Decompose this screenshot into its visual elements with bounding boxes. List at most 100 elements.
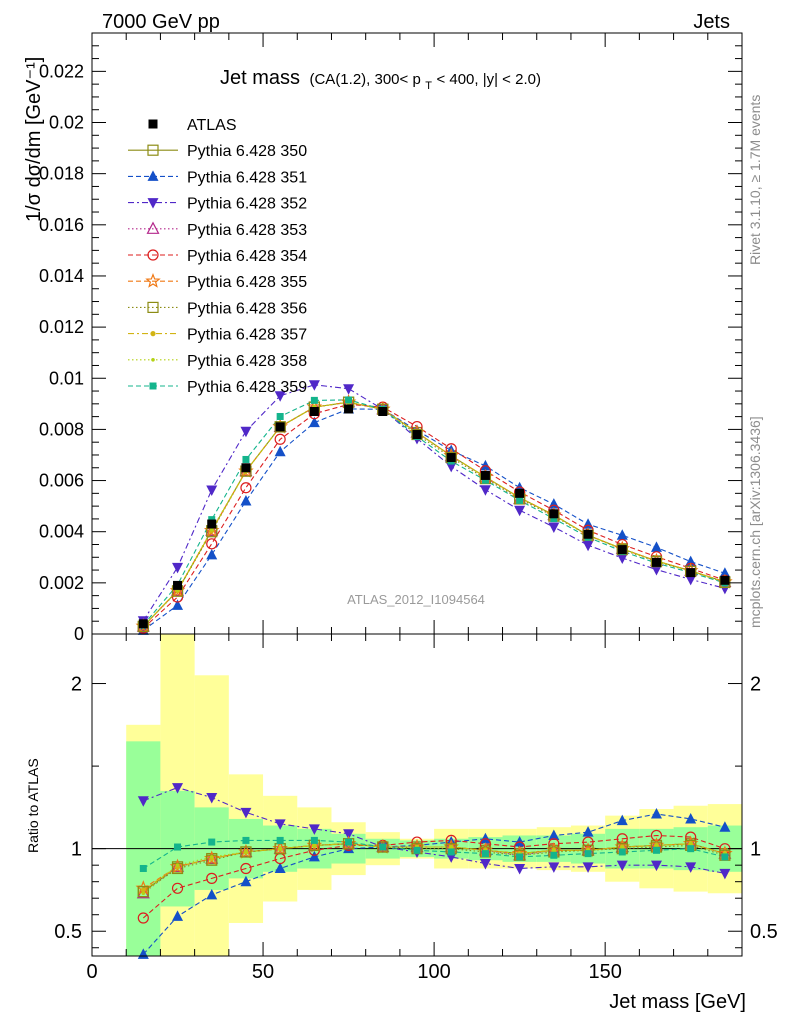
marker — [550, 851, 558, 859]
legend-entry: Pythia 6.428 351 — [128, 169, 307, 186]
marker — [240, 482, 252, 494]
marker — [584, 850, 592, 858]
marker — [548, 862, 560, 873]
legend-label: Pythia 6.428 350 — [187, 143, 307, 160]
x-tick-label: 100 — [417, 961, 450, 983]
y-tick-label: 0 — [74, 624, 84, 644]
marker — [582, 836, 594, 848]
marker — [208, 838, 216, 846]
series-ratio-line — [142, 843, 726, 894]
marker — [343, 829, 355, 840]
marker — [138, 619, 148, 629]
marker — [719, 821, 731, 832]
marker — [378, 407, 388, 417]
marker — [379, 843, 387, 851]
marker — [549, 509, 559, 519]
y-axis-label-ratio: Ratio to ATLAS — [25, 758, 41, 853]
marker — [479, 859, 491, 870]
marker — [278, 846, 282, 851]
title-details-sub: T — [425, 80, 432, 92]
marker — [205, 523, 219, 536]
legend-label: Pythia 6.428 354 — [187, 248, 307, 265]
marker — [548, 522, 560, 534]
series-line — [142, 401, 726, 627]
legend-entry: Pythia 6.428 354 — [128, 248, 307, 265]
series-line — [142, 384, 726, 622]
legend-entry: Pythia 6.428 355 — [128, 273, 307, 291]
marker — [479, 832, 491, 844]
marker — [582, 862, 594, 873]
y-tick-label: 0.002 — [39, 573, 84, 593]
marker — [141, 891, 146, 896]
watermark: ATLAS_2012_I1094564 — [347, 592, 485, 607]
series-ratio-line — [142, 834, 726, 919]
marker — [209, 855, 214, 859]
marker — [172, 562, 184, 574]
title-main: Jet mass — [220, 67, 300, 89]
marker — [308, 850, 320, 862]
marker — [240, 862, 252, 875]
marker — [616, 860, 628, 872]
marker — [140, 887, 146, 893]
marker — [719, 567, 731, 578]
legend-entry: ATLAS — [148, 117, 237, 134]
ratio-y-tick-label-right: 1 — [750, 839, 761, 861]
marker — [147, 144, 159, 156]
marker — [344, 404, 354, 414]
marker — [446, 453, 456, 463]
marker — [174, 843, 182, 851]
y-tick-label: 0.018 — [39, 164, 84, 184]
y-tick-label: 0.022 — [39, 61, 84, 81]
marker — [618, 848, 626, 856]
marker — [276, 836, 284, 844]
legend: ATLAS Pythia 6.428 350 Pythia 6.428 351 Pyt… — [128, 117, 307, 396]
ratio-y-tick-label-right: 0.5 — [750, 921, 778, 943]
y-tick-label: 0.02 — [49, 113, 84, 133]
marker — [151, 358, 155, 362]
legend-label: Pythia 6.428 358 — [187, 353, 307, 370]
series-markers — [135, 380, 733, 959]
marker — [516, 496, 524, 504]
marker — [413, 846, 421, 854]
marker — [688, 841, 693, 846]
marker — [582, 826, 594, 837]
marker — [345, 396, 353, 404]
rivet-label: Rivet 3.1.10, ≥ 1.7M events — [747, 95, 763, 265]
ratio-frame — [91, 633, 743, 957]
marker — [685, 574, 697, 586]
marker — [685, 862, 697, 873]
marker — [276, 412, 284, 420]
marker — [650, 807, 662, 819]
marker — [240, 426, 252, 438]
marker — [147, 170, 159, 181]
legend-label: Pythia 6.428 356 — [187, 300, 307, 317]
marker — [240, 495, 252, 506]
marker — [616, 529, 628, 540]
x-tick-label: 50 — [252, 961, 274, 983]
marker — [148, 119, 158, 129]
marker — [206, 888, 218, 900]
legend-label: Pythia 6.428 355 — [187, 274, 307, 291]
y-tick-label: 0.016 — [39, 215, 84, 235]
legend-entry: Pythia 6.428 357 — [128, 327, 307, 344]
marker — [650, 541, 662, 552]
marker — [515, 488, 525, 498]
marker — [274, 391, 286, 402]
x-axis-label: Jet mass [GeV] — [609, 991, 746, 1013]
plot-title: Jet mass (CA(1.2), 300< p T < 400, |y| <… — [220, 67, 541, 93]
marker — [651, 557, 661, 567]
y-tick-label: 0.012 — [39, 317, 84, 337]
legend-label: Pythia 6.428 359 — [187, 379, 307, 396]
marker — [654, 843, 659, 848]
marker — [275, 422, 285, 432]
marker — [308, 380, 320, 391]
legend-label: Pythia 6.428 357 — [187, 327, 307, 344]
header-left: 7000 GeV pp — [102, 11, 220, 33]
marker — [721, 853, 729, 861]
marker — [242, 455, 250, 463]
marker — [479, 485, 491, 496]
legend-label: ATLAS — [187, 117, 237, 134]
marker — [206, 872, 218, 884]
y-axis-label-main: 1/σ dσ/dm [GeV⁻¹] — [23, 57, 45, 222]
